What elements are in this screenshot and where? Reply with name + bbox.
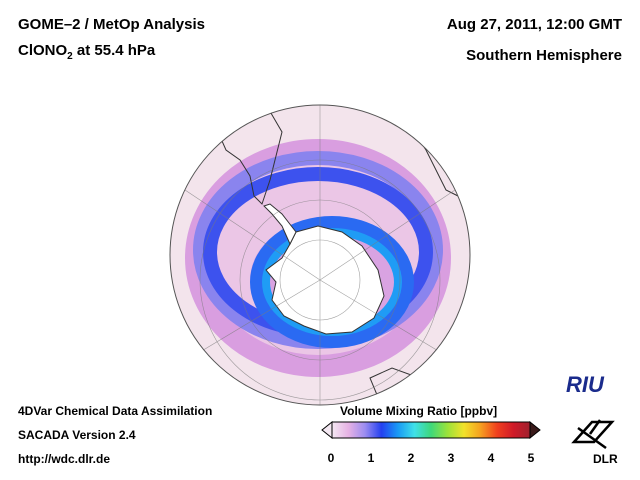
- datetime-label: Aug 27, 2011, 12:00 GMT: [446, 16, 622, 33]
- vortex-collar: [250, 216, 414, 348]
- region-label: Southern Hemisphere: [466, 47, 622, 64]
- colorbar-tick-0: 0: [327, 451, 335, 465]
- analysis-title: GOME–2 / MetOp Analysis: [18, 16, 205, 33]
- globe-outline: [169, 104, 471, 406]
- colorbar-gradient: [331, 421, 531, 439]
- antarctica-core: [265, 225, 385, 335]
- colorbar-tick-3: 3: [447, 451, 455, 465]
- url-label: http://wdc.dlr.de: [18, 452, 110, 466]
- dlr-logo-icon: [571, 419, 615, 450]
- species-prefix: ClONO: [18, 42, 68, 59]
- antarctic-peninsula: [263, 203, 297, 246]
- colorbar-tick-4: 4: [487, 451, 495, 465]
- species-subscript: 2: [67, 51, 73, 62]
- colorbar: [321, 420, 541, 440]
- graticule: [170, 105, 470, 405]
- dlr-logo-text: DLR: [593, 452, 618, 466]
- colorbar-title: Volume Mixing Ratio [ppbv]: [340, 404, 498, 418]
- colorbar-tick-2: 2: [407, 451, 415, 465]
- species-suffix: at 55.4 hPa: [72, 42, 156, 59]
- system-label: 4DVar Chemical Data Assimilation: [18, 404, 213, 418]
- colorbar-max-arrow: [529, 420, 541, 440]
- colorbar-tick-1: 1: [367, 451, 375, 465]
- colorbar-min-arrow: [321, 420, 333, 440]
- species-label: ClONO2 at 55.4 hPa: [18, 42, 155, 62]
- riu-logo: RIU: [566, 372, 604, 397]
- colorbar-tick-5: 5: [527, 451, 535, 465]
- version-label: SACADA Version 2.4: [18, 428, 136, 442]
